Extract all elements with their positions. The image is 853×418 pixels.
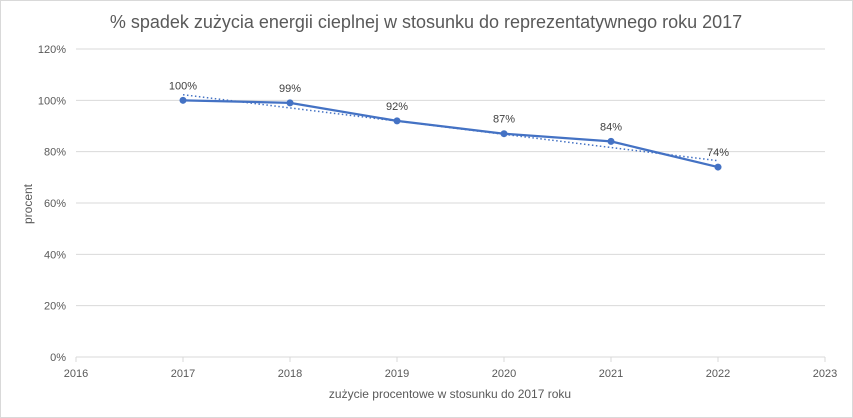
data-point — [500, 130, 508, 138]
series-polyline — [182, 99, 719, 169]
data-point — [286, 99, 294, 107]
trendline-line — [182, 93, 719, 162]
x-tick-label: 2018 — [278, 368, 302, 380]
data-label: 99% — [279, 83, 301, 95]
y-tick-label: 40% — [44, 249, 66, 261]
y-tick-label: 80% — [44, 147, 66, 159]
series-line — [179, 96, 722, 171]
x-tick-label: 2022 — [706, 368, 730, 380]
x-axis — [75, 356, 826, 362]
y-axis-label: procent — [21, 183, 35, 224]
chart-title: % spadek zużycia energii cieplnej w stos… — [110, 12, 742, 32]
y-tick-label: 100% — [38, 95, 66, 107]
y-tick-label: 0% — [50, 352, 66, 364]
data-label: 84% — [600, 121, 622, 133]
x-axis-ticks: 2016 2017 2018 2019 2020 2021 2022 2023 — [64, 368, 837, 380]
x-tick-label: 2017 — [171, 368, 195, 380]
x-tick-label: 2021 — [599, 368, 623, 380]
y-axis-ticks: 0% 20% 40% 60% 80% 100% 120% — [38, 44, 66, 364]
data-label: 100% — [169, 80, 197, 92]
data-labels: 100% 99% 92% 87% 84% 74% — [169, 80, 729, 159]
y-tick-label: 60% — [44, 198, 66, 210]
trendline — [182, 93, 719, 162]
data-point — [714, 163, 722, 171]
x-tick-label: 2020 — [492, 368, 516, 380]
x-axis-label: zużycie procentowe w stosunku do 2017 ro… — [329, 387, 571, 401]
data-point — [179, 96, 187, 104]
data-point — [393, 117, 401, 125]
data-label: 92% — [386, 101, 408, 113]
y-tick-label: 20% — [44, 301, 66, 313]
data-label: 87% — [493, 114, 515, 126]
x-tick-label: 2023 — [813, 368, 837, 380]
data-label: 74% — [707, 147, 729, 159]
y-tick-label: 120% — [38, 44, 66, 56]
x-tick-label: 2016 — [64, 368, 88, 380]
x-tick-label: 2019 — [385, 368, 409, 380]
data-point — [607, 137, 615, 145]
